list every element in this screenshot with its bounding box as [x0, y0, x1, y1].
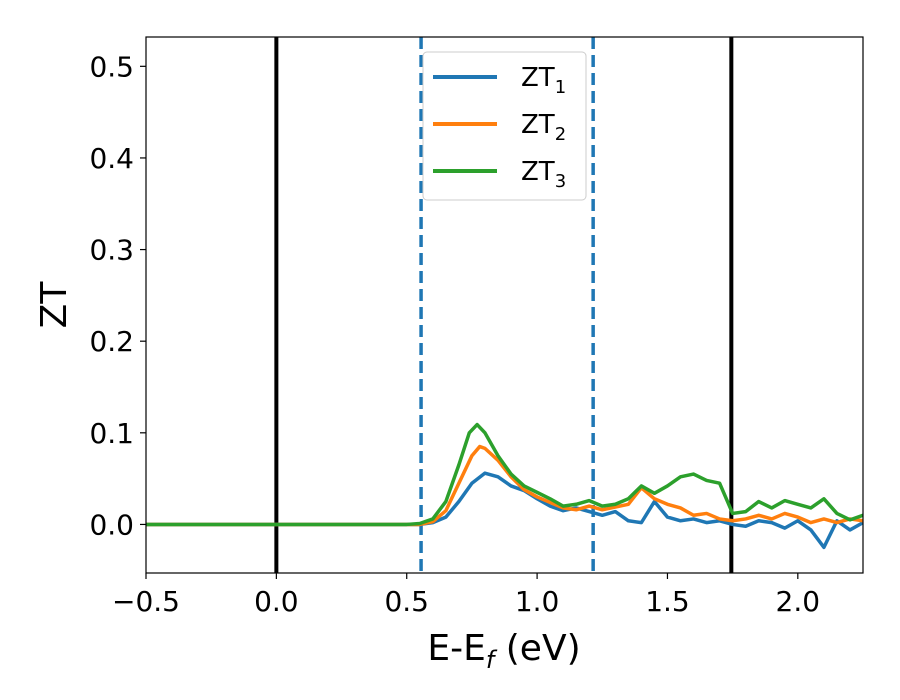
x-axis-ticks: −0.5 0.0 0.5 1.0 1.5 2.0 — [112, 573, 820, 618]
x-tick-label: 1.0 — [515, 585, 560, 618]
y-axis-ticks: 0.0 0.1 0.2 0.3 0.4 0.5 — [89, 50, 146, 541]
series-line-zt1 — [146, 471, 863, 550]
plot-frame — [145, 36, 864, 574]
series-line-zt3 — [146, 422, 863, 527]
legend-label-zt2: ZT2 — [521, 110, 566, 145]
x-tick-label: −0.5 — [112, 585, 180, 618]
y-tick-label: 0.2 — [89, 325, 134, 358]
legend-label-zt1: ZT1 — [521, 63, 566, 98]
data-series — [146, 422, 863, 550]
y-tick-label: 0.3 — [89, 234, 134, 267]
x-tick-label: 1.5 — [645, 585, 690, 618]
x-tick-label: 2.0 — [776, 585, 821, 618]
legend-box — [422, 51, 587, 201]
legend: ZT1 ZT2 ZT3 — [422, 51, 587, 201]
y-tick-label: 0.1 — [89, 417, 134, 450]
y-tick-label: 0.5 — [89, 50, 134, 83]
legend-label-zt3: ZT3 — [521, 157, 566, 192]
x-axis-label: E-Ef (eV) — [427, 628, 580, 674]
y-axis-label: ZT — [34, 281, 75, 329]
reference-lines — [274, 37, 734, 573]
x-tick-label: 0.5 — [384, 585, 429, 618]
series-line-zt2 — [146, 444, 863, 527]
y-tick-label: 0.0 — [89, 508, 134, 541]
y-tick-label: 0.4 — [89, 142, 134, 175]
x-tick-label: 0.0 — [254, 585, 299, 618]
